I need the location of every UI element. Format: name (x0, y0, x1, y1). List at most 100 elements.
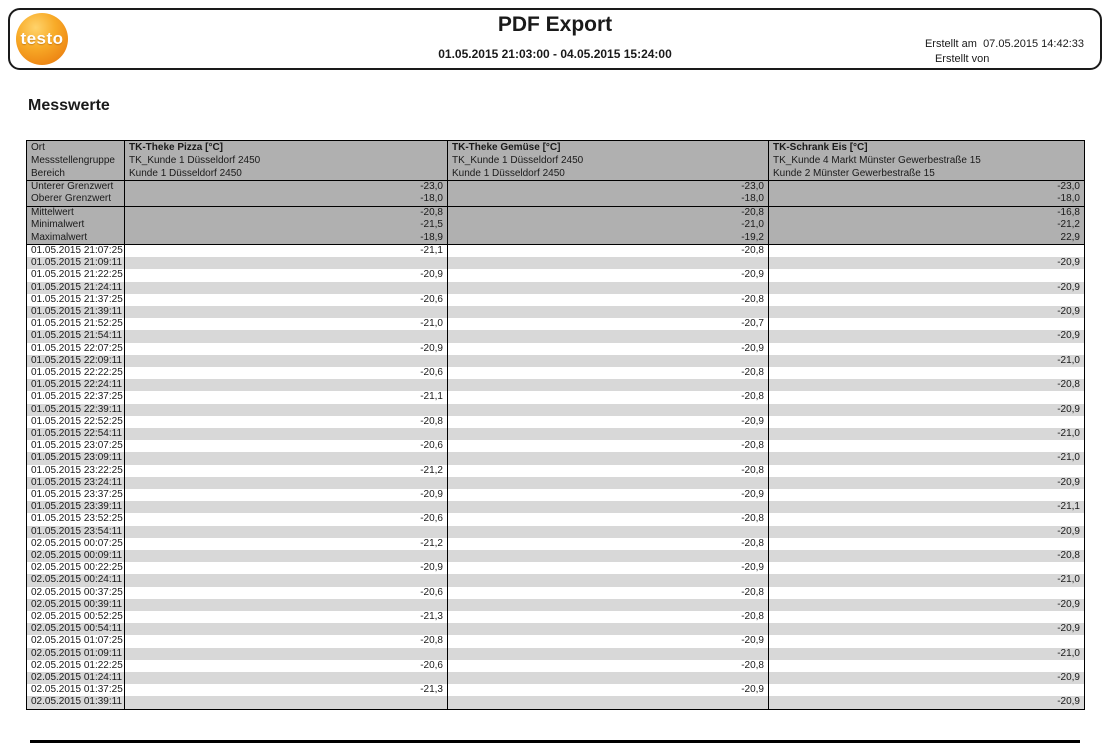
value-cell: -20,6 (125, 366, 448, 380)
value-cell (448, 550, 769, 563)
measurement-row: 02.05.2015 01:07:25 -20,8 -20,9 (27, 635, 1084, 648)
measurement-row: 01.05.2015 21:54:11 -20,9 (27, 330, 1084, 343)
value-cell (448, 672, 769, 685)
timestamp-cell: 01.05.2015 23:39:11 (27, 501, 125, 514)
measurement-row: 01.05.2015 21:09:11 -20,9 (27, 257, 1084, 270)
timestamp-cell: 02.05.2015 00:39:11 (27, 598, 125, 612)
timestamp-cell: 02.05.2015 01:37:25 (27, 684, 125, 697)
timestamp-cell: 01.05.2015 21:37:25 (27, 293, 125, 306)
value-cell (769, 391, 1084, 403)
value-cell: -21,3 (125, 611, 448, 624)
value-cell: -20,9 (1057, 281, 1080, 293)
timestamp-cell: 01.05.2015 22:09:11 (27, 354, 125, 367)
value-cell: -20,7 (448, 318, 769, 331)
value-cell: -20,9 (1057, 330, 1080, 342)
meta-label-bereich: Bereich (31, 168, 65, 179)
value-cell: -20,8 (448, 537, 769, 551)
created-at-value: 07.05.2015 14:42:33 (983, 38, 1084, 50)
value-cell (125, 574, 448, 587)
measurement-row: 01.05.2015 22:24:11 -20,8 (27, 379, 1084, 392)
value-cell: -20,9 (1057, 598, 1080, 610)
measurement-row: 02.05.2015 01:37:25 -21,3 -20,9 (27, 684, 1084, 697)
value-cell: -19,2 (448, 231, 769, 244)
timestamp-cell: 02.05.2015 00:09:11 (27, 550, 125, 563)
value-cell (448, 379, 769, 392)
value-cell (125, 598, 448, 612)
value-cell: -23,0 (1057, 181, 1080, 192)
limit-row: Unterer Grenzwert -23,0 -23,0 -23,0 (27, 181, 1084, 194)
value-cell (769, 660, 1084, 672)
statistic-row: Maximalwert -18,9 -19,2 22,9 (27, 231, 1084, 244)
value-cell: -20,9 (448, 635, 769, 648)
measurement-row: 01.05.2015 22:54:11 -21,0 (27, 428, 1084, 441)
value-cell: -20,9 (1057, 257, 1080, 269)
value-cell (769, 635, 1084, 647)
value-cell: -20,9 (1057, 696, 1080, 708)
value-cell: -21,3 (125, 684, 448, 697)
value-cell: -21,2 (1057, 219, 1080, 231)
value-cell (125, 428, 448, 441)
value-cell (125, 452, 448, 465)
value-cell: -21,2 (125, 464, 448, 477)
channel-group: TK_Kunde 1 Düsseldorf 2450 (452, 155, 584, 166)
value-cell: -20,8 (125, 206, 448, 220)
value-cell (125, 647, 448, 660)
value-cell (769, 562, 1084, 574)
value-cell: -20,8 (125, 415, 448, 428)
timestamp-cell: 01.05.2015 22:22:25 (27, 366, 125, 380)
value-cell: -21,0 (1057, 354, 1080, 366)
timestamp-cell: 02.05.2015 00:54:11 (27, 623, 125, 636)
value-cell: -20,8 (1057, 550, 1080, 562)
value-cell (769, 245, 1084, 257)
value-cell (125, 501, 448, 514)
measurement-row: 02.05.2015 01:39:11 -20,9 (27, 696, 1084, 709)
timestamp-cell: 02.05.2015 01:09:11 (27, 647, 125, 660)
measurement-row: 02.05.2015 00:52:25 -21,3 -20,8 (27, 611, 1084, 624)
value-cell (448, 281, 769, 294)
value-cell (448, 428, 769, 441)
value-cell: -20,8 (448, 464, 769, 477)
measurement-row: 01.05.2015 23:24:11 -20,9 (27, 476, 1084, 490)
value-cell (448, 452, 769, 465)
timestamp-cell: 01.05.2015 23:09:11 (27, 452, 125, 465)
value-cell (448, 525, 769, 538)
measurement-row: 01.05.2015 22:39:11 -20,9 (27, 403, 1084, 416)
value-cell: -20,9 (448, 415, 769, 428)
timestamp-cell: 01.05.2015 23:37:25 (27, 489, 125, 502)
value-cell (448, 696, 769, 709)
measurement-row: 02.05.2015 00:54:11 -20,9 (27, 623, 1084, 636)
value-cell (125, 403, 448, 416)
created-info: Erstellt am 07.05.2015 14:42:33 Erstellt… (925, 37, 1084, 67)
value-cell (125, 525, 448, 538)
timestamp-cell: 01.05.2015 23:24:11 (27, 476, 125, 490)
value-cell: -20,6 (125, 513, 448, 526)
meta-label-messstellengruppe: Messstellengruppe (31, 155, 115, 166)
value-cell: -20,8 (448, 366, 769, 380)
value-cell: -18,9 (125, 231, 448, 244)
value-cell (125, 476, 448, 490)
readings-section: 01.05.2015 21:07:25 -21,1 -20,8 01.05.2015 … (27, 243, 1084, 709)
timestamp-cell: 01.05.2015 22:39:11 (27, 403, 125, 416)
value-cell (769, 513, 1084, 525)
timestamp-cell: 01.05.2015 21:39:11 (27, 305, 125, 319)
statistic-row: Mittelwert -20,8 -20,8 -16,8 (27, 206, 1084, 220)
value-cell (448, 403, 769, 416)
measurement-row: 01.05.2015 22:22:25 -20,6 -20,8 (27, 366, 1084, 380)
timestamp-cell: 01.05.2015 22:37:25 (27, 391, 125, 404)
value-cell (769, 343, 1084, 355)
value-cell: -20,8 (1057, 379, 1080, 391)
value-cell (448, 354, 769, 367)
value-cell (769, 367, 1084, 379)
value-cell: -20,9 (1057, 403, 1080, 415)
value-cell: -23,0 (125, 181, 448, 194)
timestamp-cell: 02.05.2015 00:24:11 (27, 574, 125, 587)
value-cell (448, 623, 769, 636)
value-cell: -20,8 (448, 244, 769, 258)
timestamp-cell: 02.05.2015 00:52:25 (27, 611, 125, 624)
statistic-label: Mittelwert (27, 206, 125, 220)
timestamp-cell: 01.05.2015 21:52:25 (27, 318, 125, 331)
timestamp-cell: 01.05.2015 22:54:11 (27, 428, 125, 441)
value-cell: -20,6 (125, 293, 448, 306)
timestamp-cell: 01.05.2015 21:09:11 (27, 257, 125, 270)
value-cell (769, 465, 1084, 477)
